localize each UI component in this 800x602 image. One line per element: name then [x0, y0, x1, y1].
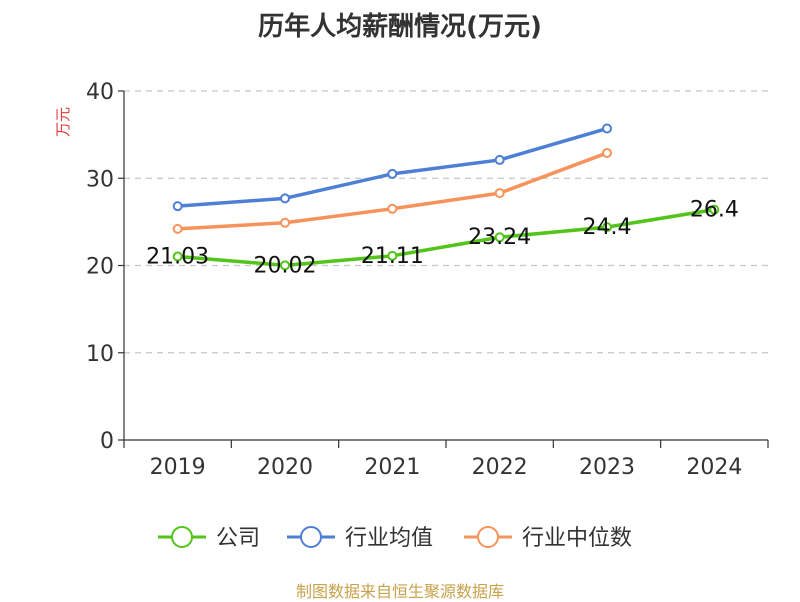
data-point [387, 250, 398, 261]
series-0 [172, 204, 720, 271]
y-tick-label: 30 [86, 167, 114, 192]
x-tick-labels: 2019 2020 2021 2022 2023 2024 [150, 455, 743, 480]
legend-item: 公司 [158, 526, 260, 551]
source-note: 制图数据来自恒生聚源数据库 [295, 582, 504, 601]
x-tick-label: 2021 [364, 455, 420, 480]
y-axis-label: 万元 [54, 107, 72, 137]
y-tick-label: 10 [86, 342, 114, 367]
gridlines [124, 90, 768, 354]
data-label: 26.4 [690, 198, 739, 223]
data-point [602, 123, 612, 134]
data-point [494, 188, 505, 199]
data-point [387, 203, 398, 214]
x-tick-label: 2020 [257, 455, 313, 480]
data-point [494, 154, 505, 165]
data-point [602, 222, 612, 233]
legend-label: 公司 [216, 526, 260, 551]
data-point [494, 232, 505, 243]
data-label: 24.4 [583, 215, 632, 240]
y-tick-label: 0 [100, 429, 114, 454]
series-line [177, 126, 608, 208]
x-tick-label: 2023 [579, 455, 635, 480]
series-1 [172, 123, 612, 212]
data-point [280, 193, 290, 204]
legend-item: 行业中位数 [464, 526, 632, 551]
series-line [177, 151, 608, 231]
legend-label: 行业中位数 [522, 526, 632, 551]
data-point [602, 147, 612, 158]
series [172, 123, 720, 271]
y-tick-labels: 0 10 20 30 40 [86, 80, 114, 454]
y-tick-label: 20 [86, 255, 114, 280]
data-point [172, 251, 183, 262]
data-point [172, 223, 183, 234]
data-point [709, 204, 720, 215]
data-point [280, 217, 290, 228]
axes [118, 90, 769, 448]
data-labels: 21.03 20.02 21.11 23.24 24.4 26.4 [146, 198, 739, 279]
x-tick-label: 2024 [686, 455, 742, 480]
legend-label: 行业均值 [345, 526, 433, 551]
legend-marker [477, 526, 499, 548]
legend-marker [300, 526, 322, 548]
data-point [387, 168, 398, 179]
data-label: 21.11 [361, 244, 424, 269]
series-2 [172, 147, 612, 234]
series-line [177, 207, 715, 268]
legend-marker [171, 526, 193, 548]
chart-title: 历年人均薪酬情况(万元) [258, 12, 542, 42]
data-point [280, 260, 290, 271]
x-tick-label: 2022 [472, 455, 528, 480]
legend: 公司 行业均值 行业中位数 [158, 526, 632, 551]
y-tick-label: 40 [86, 80, 114, 105]
data-point [172, 201, 183, 212]
data-label: 20.02 [254, 253, 317, 278]
data-label: 21.03 [146, 245, 209, 270]
legend-item: 行业均值 [287, 526, 433, 551]
data-label: 23.24 [468, 225, 531, 250]
x-tick-label: 2019 [150, 455, 206, 480]
